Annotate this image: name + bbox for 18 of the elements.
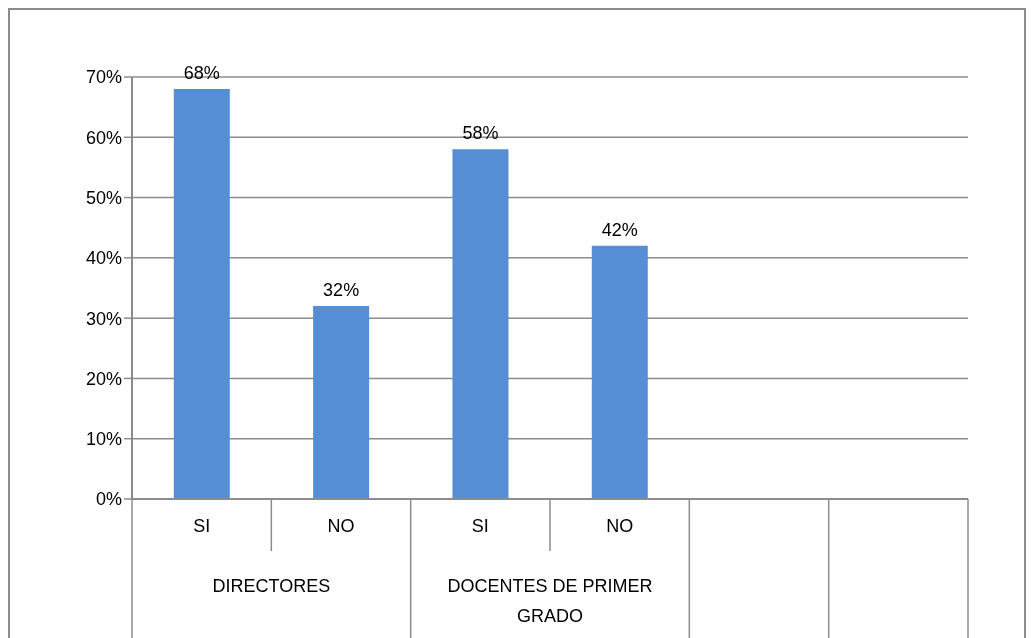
y-tick-label: 0%	[95, 489, 122, 510]
x-tick-label: NO	[606, 515, 634, 536]
text: DIRECTORES	[211, 575, 332, 598]
y-tick-label: 40%	[85, 248, 122, 269]
x-tick-label: SI	[471, 515, 489, 536]
data-label: 42%	[601, 219, 638, 240]
x-tick-label: NO	[327, 515, 355, 536]
x-tick-label: SI	[193, 515, 211, 536]
data-label: 58%	[462, 123, 499, 144]
data-label: 68%	[183, 63, 220, 84]
y-tick-label: 20%	[85, 368, 122, 389]
y-tick-label: 30%	[85, 308, 122, 329]
y-tick-label: 60%	[85, 127, 122, 148]
y-tick-label: 70%	[85, 67, 122, 88]
y-tick-label: 10%	[85, 429, 122, 450]
y-tick-label: 50%	[85, 187, 122, 208]
text: DOCENTES DE PRIMER GRADO	[446, 575, 654, 628]
data-label: 32%	[323, 280, 360, 301]
